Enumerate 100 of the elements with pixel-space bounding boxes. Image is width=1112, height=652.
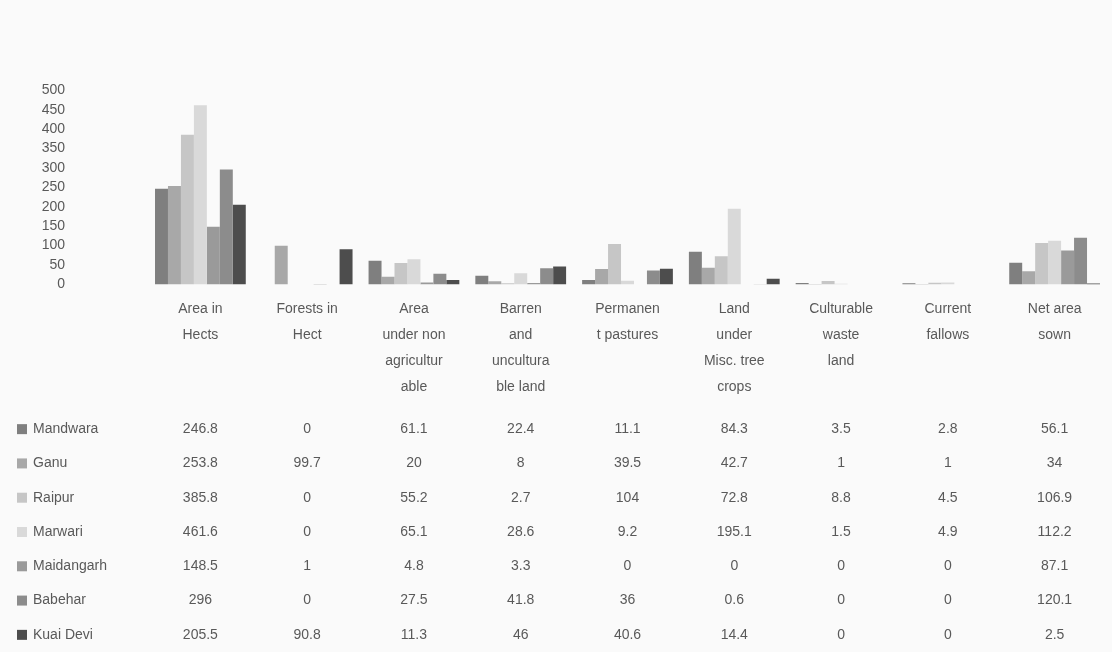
data-label: 39.5 bbox=[613, 454, 642, 471]
y-tick-label: 0 bbox=[57, 275, 66, 292]
data-label: 3.5 bbox=[831, 420, 851, 436]
x-tick-label: Permanent pastures bbox=[595, 300, 660, 343]
bar bbox=[488, 281, 502, 285]
data-label: 0.6 bbox=[724, 591, 745, 608]
bar bbox=[727, 208, 741, 285]
data-label: 2.5 bbox=[1044, 625, 1065, 642]
data-label: 61.1 bbox=[400, 420, 428, 436]
data-label: 195.1 bbox=[716, 522, 752, 539]
data-label: 1.5 bbox=[831, 522, 851, 539]
data-label: 90.8 bbox=[293, 625, 321, 642]
bar bbox=[1061, 250, 1075, 285]
bar bbox=[193, 105, 207, 285]
y-tick-label: 400 bbox=[41, 120, 66, 137]
data-label: 120.1 bbox=[1037, 591, 1073, 608]
data-label: 0 bbox=[943, 557, 952, 574]
bar bbox=[274, 245, 288, 285]
data-label: 0 bbox=[303, 522, 312, 539]
bar bbox=[206, 226, 220, 285]
data-label: 9.2 bbox=[617, 522, 638, 539]
data-label: 99.7 bbox=[293, 454, 321, 471]
data-label: 84.3 bbox=[720, 420, 749, 436]
y-tick-label: 150 bbox=[41, 217, 66, 234]
x-tick-label: Barren and unculturable land bbox=[491, 300, 550, 394]
x-tick-label: Area in Hects bbox=[178, 300, 223, 343]
x-tick-label: Culturable waste land bbox=[809, 300, 874, 369]
bar bbox=[714, 256, 728, 285]
data-label: 11.1 bbox=[614, 420, 641, 436]
data-label: 0 bbox=[730, 557, 739, 574]
y-tick-label: 50 bbox=[49, 255, 66, 272]
legend-label: Babehar bbox=[33, 591, 87, 608]
bar bbox=[766, 278, 780, 285]
x-tick-label: Land under Misc. tree crops bbox=[703, 300, 765, 394]
data-label: 1 bbox=[943, 454, 952, 471]
data-label: 0 bbox=[837, 557, 846, 574]
bar bbox=[582, 280, 596, 285]
y-tick-label: 350 bbox=[41, 139, 66, 156]
data-label: 8.8 bbox=[831, 488, 851, 505]
legend-label: Ganu bbox=[33, 454, 68, 471]
data-label: 246.8 bbox=[182, 420, 219, 436]
bar bbox=[1048, 240, 1062, 285]
data-label: 3.3 bbox=[510, 557, 531, 574]
bar bbox=[1074, 237, 1088, 285]
legend-label: Maidangarh bbox=[33, 557, 107, 574]
x-tick-label: Forests in Hect bbox=[276, 300, 338, 343]
data-label: 0 bbox=[623, 557, 632, 574]
bar bbox=[475, 275, 489, 285]
data-label: 11.3 bbox=[400, 625, 428, 642]
data-label: 87.1 bbox=[1040, 557, 1069, 574]
bar bbox=[553, 266, 567, 285]
data-label: 36 bbox=[619, 591, 636, 608]
bar bbox=[646, 270, 660, 285]
bar bbox=[446, 280, 460, 285]
data-label: 20 bbox=[406, 454, 422, 471]
data-label: 148.5 bbox=[182, 557, 219, 574]
data-label: 46 bbox=[512, 625, 529, 642]
data-label: 28.6 bbox=[507, 522, 535, 539]
data-label: 34 bbox=[1046, 454, 1063, 471]
y-tick-label: 100 bbox=[41, 236, 66, 253]
legend-label: Marwari bbox=[33, 522, 83, 539]
data-label: 0 bbox=[303, 591, 312, 608]
data-label: 104 bbox=[615, 488, 640, 505]
data-label: 253.8 bbox=[182, 454, 219, 471]
legend-label: Kuai Devi bbox=[33, 625, 93, 642]
bar bbox=[407, 259, 421, 285]
data-label: 41.8 bbox=[507, 591, 535, 608]
data-label: 0 bbox=[303, 420, 312, 436]
data-label: 55.2 bbox=[400, 488, 428, 505]
bar bbox=[155, 188, 168, 285]
data-label: 56.1 bbox=[1040, 420, 1069, 436]
y-tick-label: 250 bbox=[41, 178, 66, 195]
data-label: 2.8 bbox=[938, 420, 958, 436]
bar bbox=[219, 169, 233, 285]
data-label: 8 bbox=[516, 454, 525, 471]
bar bbox=[1022, 271, 1036, 285]
x-tick-label: Area under non agriculturable bbox=[382, 300, 446, 394]
data-label: 106.9 bbox=[1037, 488, 1073, 505]
x-tick-label: Net area sown bbox=[1027, 300, 1082, 343]
data-label: 385.8 bbox=[182, 488, 219, 505]
bar bbox=[595, 269, 609, 285]
y-tick-label: 450 bbox=[41, 100, 66, 117]
bar bbox=[433, 273, 447, 285]
data-label: 14.4 bbox=[720, 625, 749, 642]
x-tick-label: Current fallows bbox=[924, 300, 972, 343]
data-label: 4.9 bbox=[938, 522, 958, 539]
y-tick-label: 500 bbox=[41, 81, 66, 98]
bar bbox=[1009, 262, 1023, 285]
legend-label: Raipur bbox=[33, 488, 75, 505]
bar bbox=[167, 185, 181, 285]
bar bbox=[540, 268, 554, 285]
data-label: 0 bbox=[943, 625, 952, 642]
legend-label: Mandwara bbox=[33, 420, 99, 436]
bar bbox=[659, 268, 673, 285]
data-label: 1 bbox=[303, 557, 312, 574]
data-label: 0 bbox=[837, 625, 846, 642]
y-tick-label: 200 bbox=[41, 197, 66, 214]
data-label: 0 bbox=[943, 591, 952, 608]
data-label: 0 bbox=[303, 488, 312, 505]
bar bbox=[608, 244, 622, 285]
